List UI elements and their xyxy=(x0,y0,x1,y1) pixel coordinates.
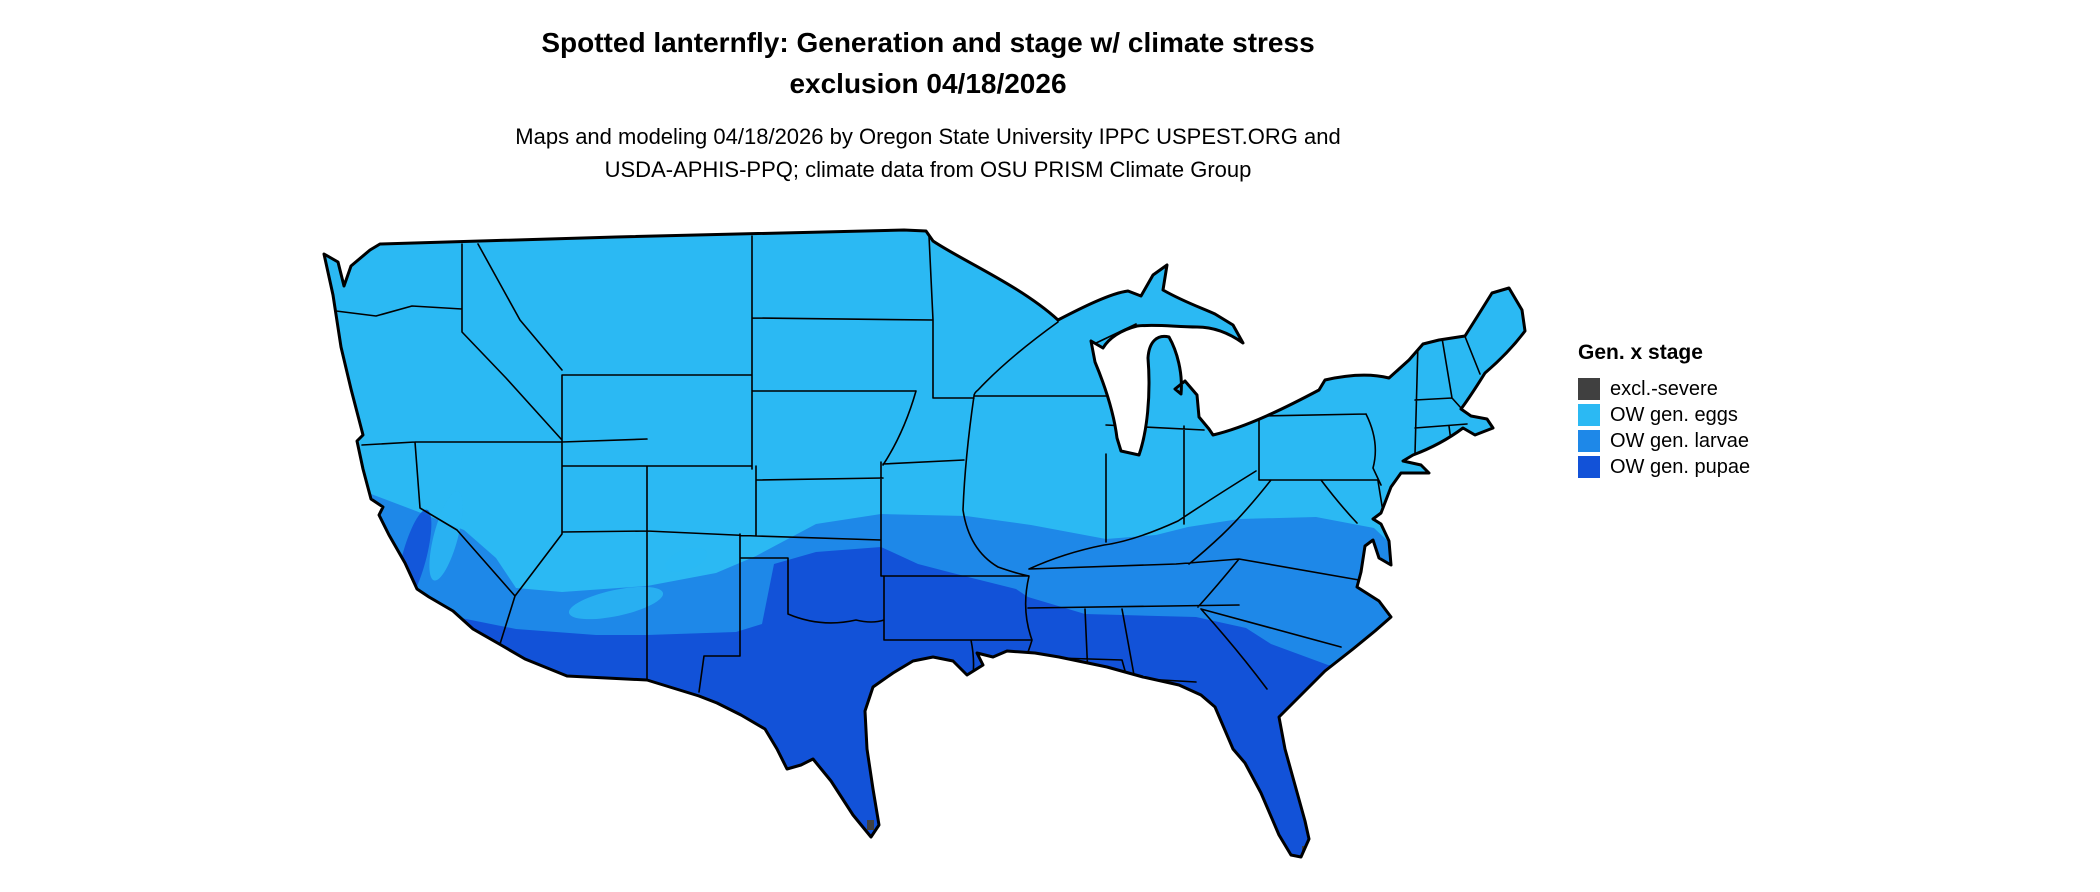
legend-label-excl-severe: excl.-severe xyxy=(1610,377,1718,400)
excl-severe-speck-texas-1 xyxy=(867,820,874,830)
legend-item-excl-severe: excl.-severe xyxy=(1578,376,1750,402)
title-line-2: exclusion 04/18/2026 xyxy=(789,68,1067,99)
state-borders xyxy=(327,235,1481,695)
legend-title: Gen. x stage xyxy=(1578,341,1703,364)
legend-label-ow-gen-eggs: OW gen. eggs xyxy=(1610,403,1738,426)
legend-label-ow-gen-larvae: OW gen. larvae xyxy=(1610,429,1749,452)
legend-item-ow-gen-larvae: OW gen. larvae xyxy=(1578,428,1750,454)
us-map-svg xyxy=(322,228,1527,859)
subtitle-line-2: USDA-APHIS-PPQ; climate data from OSU PR… xyxy=(604,157,1252,182)
title-line-1: Spotted lanternfly: Generation and stage… xyxy=(541,27,1315,58)
us-outline xyxy=(322,228,1527,859)
legend-swatch-ow-gen-pupae xyxy=(1578,456,1600,478)
page-title: Spotted lanternfly: Generation and stage… xyxy=(0,22,1856,104)
patch-arizona-highlands xyxy=(568,586,664,620)
patch-new-mexico-highlands xyxy=(665,547,707,573)
legend-swatch-ow-gen-larvae xyxy=(1578,430,1600,452)
page-subtitle: Maps and modeling 04/18/2026 by Oregon S… xyxy=(0,120,1856,186)
subtitle-line-1: Maps and modeling 04/18/2026 by Oregon S… xyxy=(515,124,1341,149)
legend-swatch-excl-severe xyxy=(1578,378,1600,400)
us-map xyxy=(316,228,1527,884)
legend-swatch-ow-gen-eggs xyxy=(1578,404,1600,426)
legend-item-ow-gen-pupae: OW gen. pupae xyxy=(1578,454,1750,480)
legend-label-ow-gen-pupae: OW gen. pupae xyxy=(1610,455,1751,478)
patch-sierra-light xyxy=(429,491,463,581)
legend-item-ow-gen-eggs: OW gen. eggs xyxy=(1578,402,1750,428)
map-legend: Gen. x stage excl.-severe OW gen. eggs O… xyxy=(1578,340,1750,480)
